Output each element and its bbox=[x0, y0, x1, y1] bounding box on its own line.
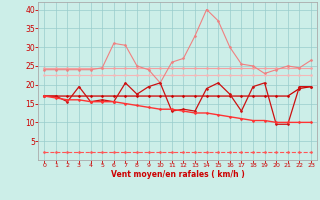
X-axis label: Vent moyen/en rafales ( km/h ): Vent moyen/en rafales ( km/h ) bbox=[111, 170, 244, 179]
